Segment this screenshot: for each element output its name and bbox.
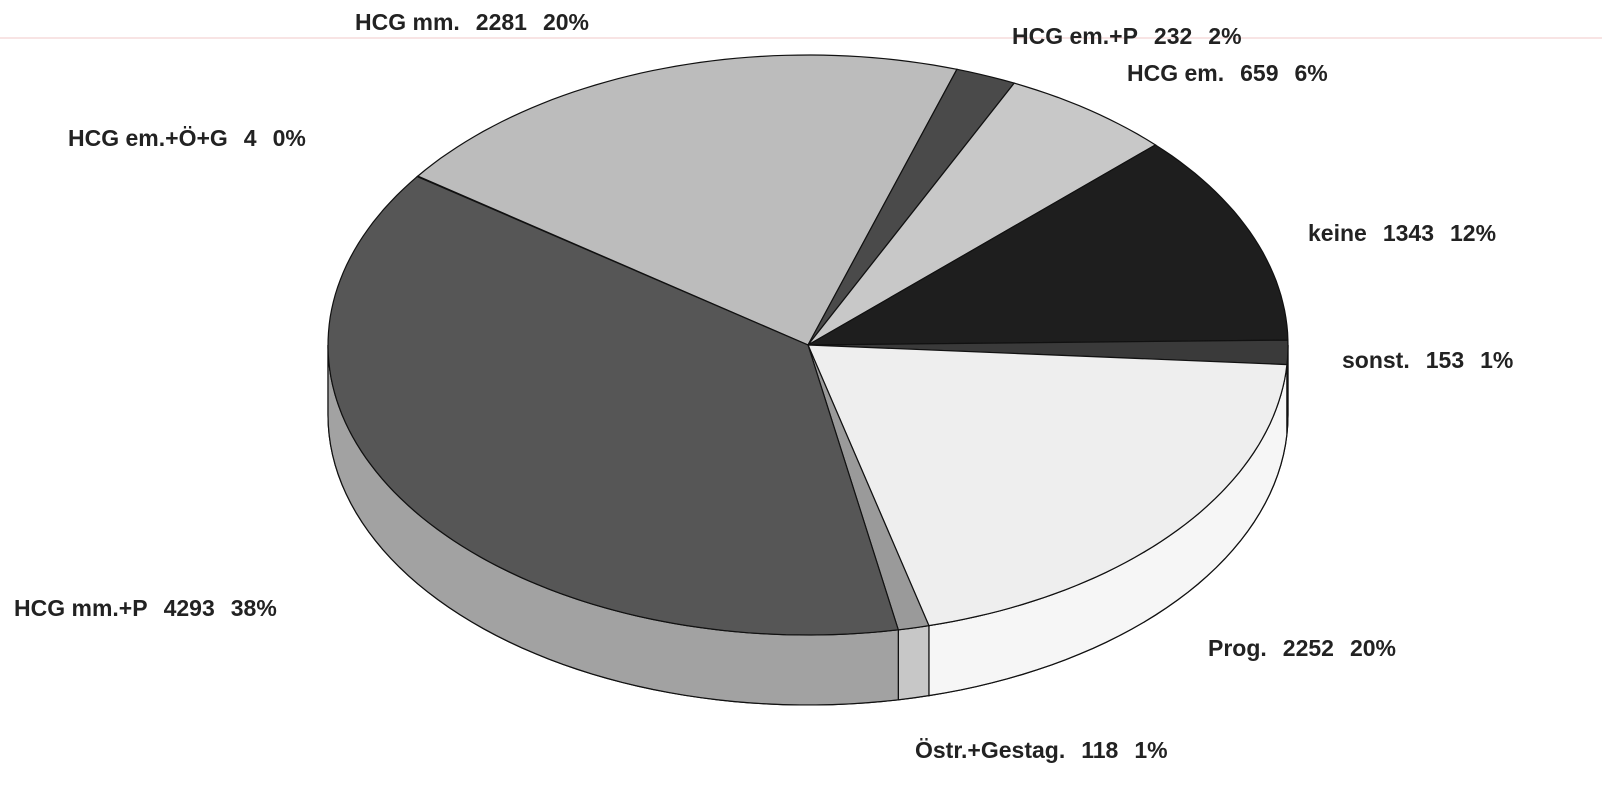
slice-percent: 12% [1450, 220, 1496, 246]
slice-label: HCG mm.+P 4293 38% [14, 595, 277, 621]
slice-count: 1343 [1383, 220, 1434, 246]
slice-side-shade [897, 624, 930, 701]
slice-percent: 1% [1480, 347, 1513, 373]
pie-slice [416, 54, 958, 346]
slice-count: 232 [1154, 23, 1192, 49]
slice-percent: 0% [273, 125, 306, 151]
category-name: Östr.+Gestag. [915, 737, 1065, 763]
category-name: sonst. [1342, 347, 1410, 373]
pie-sides [327, 344, 1289, 706]
pie-tops [327, 54, 1289, 636]
category-name: HCG em. [1127, 60, 1224, 86]
slice-label: keine 1343 12% [1308, 220, 1496, 246]
labels: HCG em.+Ö+G 4 0% HCG mm. 2281 20% HCG em.+P 232… [14, 9, 1513, 763]
category-name: HCG em.+P [1012, 23, 1138, 49]
slice-percent: 2% [1208, 23, 1241, 49]
slice-count: 2281 [476, 9, 527, 35]
slice-count: 153 [1426, 347, 1464, 373]
slice-percent: 38% [231, 595, 277, 621]
slice-percent: 1% [1134, 737, 1167, 763]
slice-label: HCG em. 659 6% [1127, 60, 1328, 86]
slice-label: Prog. 2252 20% [1208, 635, 1396, 661]
slice-label: Östr.+Gestag. 118 1% [915, 737, 1168, 763]
category-name: keine [1308, 220, 1367, 246]
category-name: HCG mm.+P [14, 595, 148, 621]
pie-slice [807, 82, 1157, 346]
slice-count: 2252 [1283, 635, 1334, 661]
slice-label: HCG em.+P 232 2% [1012, 23, 1242, 49]
category-name: HCG mm. [355, 9, 460, 35]
category-name: Prog. [1208, 635, 1267, 661]
slice-percent: 6% [1295, 60, 1328, 86]
pie-slice [805, 144, 1289, 346]
pie-slice [327, 175, 900, 636]
slice-label: HCG mm. 2281 20% [355, 9, 589, 35]
slice-count: 659 [1240, 60, 1278, 86]
slice-percent: 20% [543, 9, 589, 35]
slice-count: 118 [1081, 737, 1118, 763]
slice-label: HCG em.+Ö+G 4 0% [68, 125, 306, 151]
pie-slice [807, 68, 1016, 346]
category-name: HCG em.+Ö+G [68, 125, 228, 151]
pie-slice [807, 344, 1288, 627]
slice-percent: 20% [1350, 635, 1396, 661]
slice-count: 4 [244, 125, 257, 151]
slice-count: 4293 [164, 595, 215, 621]
slice-label: sonst. 153 1% [1342, 347, 1513, 373]
